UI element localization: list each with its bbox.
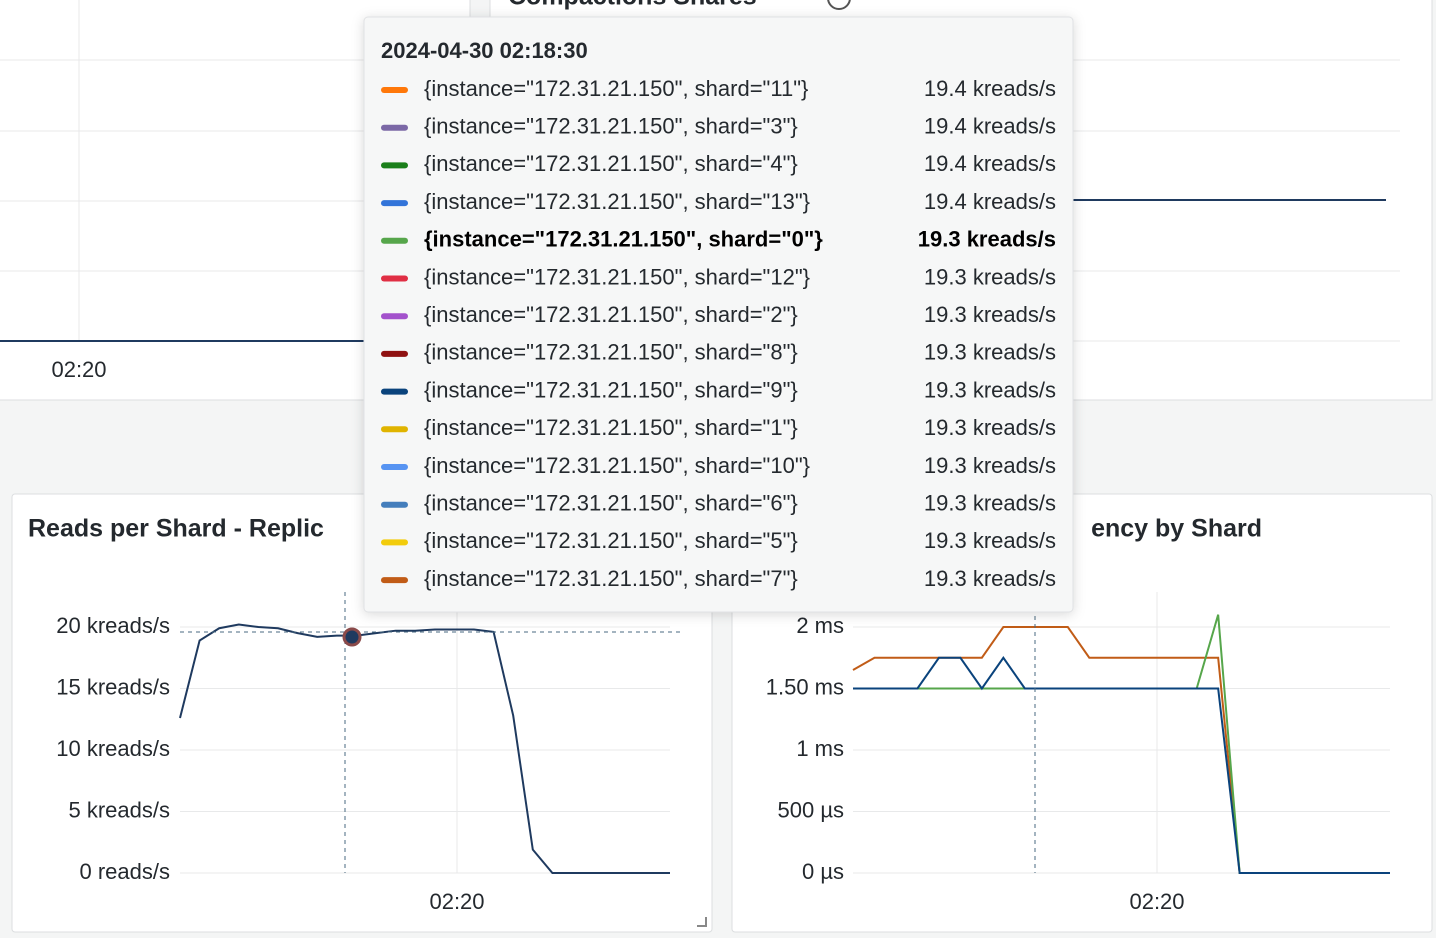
y-tick-label: 0 µs <box>802 859 844 884</box>
legend-swatch <box>381 388 408 395</box>
x-tick-label: 02:20 <box>51 357 106 382</box>
series-label: {instance="172.31.21.150", shard="12"} <box>424 264 810 289</box>
series-label: {instance="172.31.21.150", shard="11"} <box>424 76 808 101</box>
y-tick-label: 1 ms <box>796 736 844 761</box>
legend-swatch <box>381 313 408 320</box>
series-value: 19.4 kreads/s <box>924 114 1056 139</box>
legend-swatch <box>381 162 408 169</box>
charts: 0 reads/s 5 kreads/s 10 kreads/s 15 kreads/… <box>56 613 1390 884</box>
legend-swatch <box>381 350 408 357</box>
legend-swatch <box>381 426 408 433</box>
series-label: {instance="172.31.21.150", shard="7"} <box>424 566 798 591</box>
series-label: {instance="172.31.21.150", shard="9"} <box>424 377 798 402</box>
panel-title: Reads per Shard - Replic <box>28 515 324 543</box>
series-label: {instance="172.31.21.150", shard="13"} <box>424 189 810 214</box>
series-value: 19.3 kreads/s <box>924 491 1056 516</box>
legend-swatch <box>381 124 408 131</box>
y-tick-label: 500 µs <box>778 797 845 822</box>
x-tick-label: 02:20 <box>429 889 484 914</box>
y-tick-label: 20 kreads/s <box>56 613 170 638</box>
legend-swatch <box>381 237 408 244</box>
series-value: 19.3 kreads/s <box>924 377 1056 402</box>
hover-point <box>342 627 362 647</box>
series-value: 19.3 kreads/s <box>918 227 1056 252</box>
legend-swatch <box>381 464 408 470</box>
y-tick-label: 2 ms <box>796 613 844 638</box>
legend-swatch <box>381 501 408 508</box>
tooltip-time: 2024-04-30 02:18:30 <box>381 38 588 63</box>
series-value: 19.4 kreads/s <box>924 76 1056 101</box>
series-label: {instance="172.31.21.150", shard="2"} <box>424 302 798 327</box>
series-label: {instance="172.31.21.150", shard="1"} <box>424 415 798 440</box>
series-line <box>853 656 1390 874</box>
series-label: {instance="172.31.21.150", shard="3"} <box>424 114 798 139</box>
legend-swatch <box>381 200 408 207</box>
tooltip: 2024-04-30 02:18:30 {instance="172.31.21… <box>363 16 1074 613</box>
series-label: {instance="172.31.21.150", shard="4"} <box>424 151 798 176</box>
panel-title: ency by Shard <box>1091 515 1262 543</box>
legend-swatch <box>381 275 408 282</box>
info-icon[interactable] <box>827 0 851 10</box>
series-value: 19.3 kreads/s <box>924 302 1056 327</box>
tooltip-box <box>363 16 1074 613</box>
series-value: 19.3 kreads/s <box>924 528 1056 553</box>
series-value: 19.4 kreads/s <box>924 189 1056 214</box>
y-tick-label: 5 kreads/s <box>69 797 171 822</box>
series-value: 19.3 kreads/s <box>924 453 1056 478</box>
series-value: 19.3 kreads/s <box>924 566 1056 591</box>
series-value: 19.4 kreads/s <box>924 151 1056 176</box>
legend-swatch <box>381 87 408 93</box>
resize-handle[interactable] <box>697 917 707 927</box>
series-value: 19.3 kreads/s <box>924 264 1056 289</box>
series-label: {instance="172.31.21.150", shard="5"} <box>424 528 798 553</box>
y-tick-label: 0 reads/s <box>80 859 171 884</box>
series-line <box>179 623 670 874</box>
series-label: {instance="172.31.21.150", shard="0"} <box>424 227 823 252</box>
x-tick-label: 02:20 <box>1129 889 1184 914</box>
series-value: 19.3 kreads/s <box>924 415 1056 440</box>
series-value: 19.3 kreads/s <box>924 340 1056 365</box>
y-tick-label: 15 kreads/s <box>56 674 170 699</box>
y-tick-label: 10 kreads/s <box>56 736 170 761</box>
panel-title: Compactions Shares <box>508 0 757 11</box>
legend-swatch <box>381 539 408 546</box>
y-tick-label: 1.50 ms <box>766 674 844 699</box>
series-label: {instance="172.31.21.150", shard="10"} <box>424 453 810 478</box>
legend-swatch <box>381 577 408 584</box>
series-label: {instance="172.31.21.150", shard="6"} <box>424 491 798 516</box>
series-label: {instance="172.31.21.150", shard="8"} <box>424 340 798 365</box>
